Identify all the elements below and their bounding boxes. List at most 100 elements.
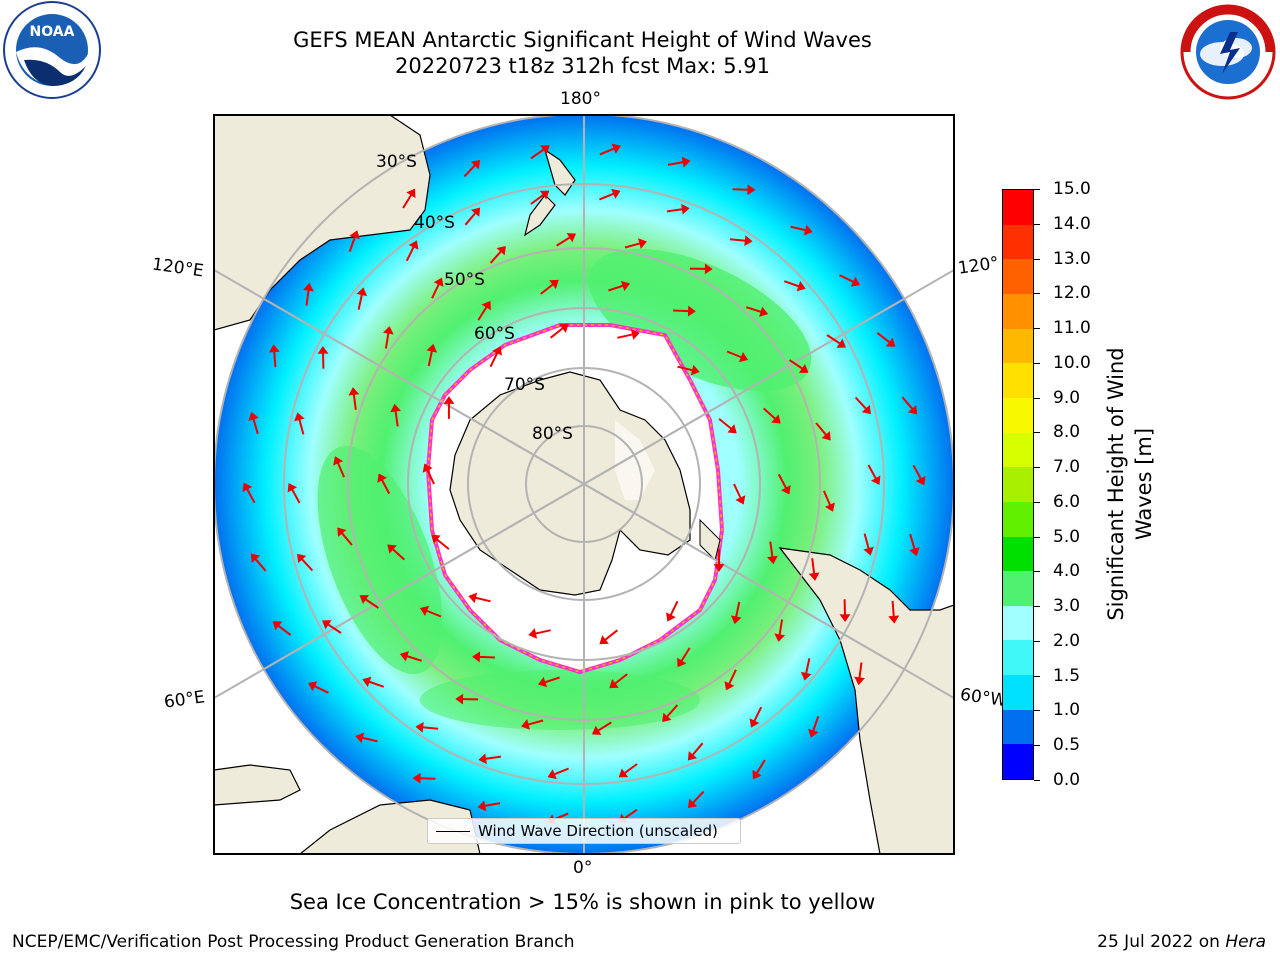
wave-vector [826,334,841,345]
lon-label-180: 180° [560,89,601,109]
national-weather-service-logo [1176,2,1280,106]
wave-vector-head [908,405,918,415]
wave-vector [811,558,816,575]
wave-vector [384,332,390,349]
wave-vector-head [767,555,778,565]
wave-vector [305,289,310,306]
wave-vector [617,333,634,339]
wave-vector [623,763,638,775]
colorbar-tick-label: 8.0 [1053,422,1081,443]
wave-vector-head [492,346,502,356]
wave-vector-head [591,725,602,735]
wave-vector [422,726,439,730]
wave-vector-head [821,431,831,441]
wave-vector-head [638,238,647,249]
wave-vector-head [909,547,920,557]
chart-subtitle: 20220723 t18z 312h fcst Max: 5.91 [395,54,770,78]
wave-vector [623,808,638,820]
colorbar-segment [1003,259,1033,295]
wave-vector-head [800,671,812,681]
wave-vector-head [359,595,369,605]
wind-wave-vectors [242,143,926,825]
wave-vector-head [850,276,861,287]
wave-vector [391,548,405,561]
wave-vector [677,365,694,372]
new-zealand-land [524,148,576,237]
wave-vector [789,359,804,370]
wave-vector-head [377,473,387,483]
colorbar-title-line2: Waves [m] [1132,427,1156,541]
wave-vector [254,557,267,572]
wave-vector-head [521,719,530,730]
chart-title: GEFS MEAN Antarctic Significant Height o… [293,28,872,52]
wave-vector-head [317,345,329,354]
colorbar-tick [1034,258,1040,260]
wave-vector-head [433,277,444,287]
wave-vector-head [348,387,360,396]
colorbar-tick-label: 2.0 [1053,630,1081,651]
colorbar-tick-label: 13.0 [1053,248,1091,269]
wave-vector [728,669,737,685]
colorbar-segment [1003,709,1033,745]
wave-vector-head [387,544,397,554]
wave-vector-head [620,280,631,292]
colorbar-segment [1003,467,1033,502]
wave-vector [891,600,895,617]
wave-vector [352,393,357,410]
wave-vector-head [611,188,621,199]
wave-vector [300,558,314,572]
wave-vector [426,469,435,485]
wave-vector-head [752,769,762,780]
wave-vector [599,192,615,201]
wave-vector [815,422,828,436]
colorbar-segment [1003,294,1033,329]
colorbar-tick [1034,328,1040,330]
lat-label-60s: 60°S [474,324,515,344]
footer-left: NCEP/EMC/Verification Post Processing Pr… [12,932,575,952]
wave-vector-head [730,615,742,625]
footnote: Sea Ice Concentration > 15% is shown in … [289,890,876,914]
colorbar-tick [1034,710,1040,712]
wave-vector-head [307,681,318,692]
wave-vector [753,706,763,723]
wave-vector-head [355,732,365,744]
wave-vector [348,236,356,253]
wave-vector [402,193,413,209]
wave-vector [273,351,277,368]
colorbar-tick-label: 9.0 [1053,387,1081,408]
wave-vector-head [559,323,569,333]
wave-vector [680,647,691,663]
colorbar-segment [1003,640,1033,676]
wave-vector [666,208,684,213]
wave-vector-head [870,475,881,485]
colorbar-tick-label: 10.0 [1053,352,1091,373]
wave-vector-head [471,207,481,217]
wave-vector-head [406,188,416,199]
lon-label-0: 0° [573,858,593,878]
wave-vector [313,684,329,694]
wave-vector [854,396,868,410]
wave-vector-head [799,363,809,373]
wave-vector-head [399,651,409,662]
colorbar-tick-label: 5.0 [1053,526,1081,547]
wave-vector-head [250,553,260,563]
wave-vector-head [478,753,487,765]
wave-vector-head [885,337,896,347]
colorbar-tick-label: 3.0 [1053,596,1081,617]
colorbar-tick [1034,501,1040,503]
wave-vector-head [470,159,481,170]
wave-vector [477,305,488,321]
colorbar-tick [1034,675,1040,677]
colorbar-tick-label: 15.0 [1053,179,1091,199]
wave-vector [556,236,571,247]
wave-vector-head [735,495,746,505]
colorbar-tick-label: 6.0 [1053,491,1081,512]
wave-vector-head [690,364,700,376]
wave-vector [691,790,705,804]
colorbar-segment [1003,605,1033,641]
wave-vector-head [687,305,696,317]
wave-vector [912,464,922,480]
colorbar-tick [1034,432,1040,434]
wave-vector [735,601,741,618]
wave-vector-head [477,800,487,812]
